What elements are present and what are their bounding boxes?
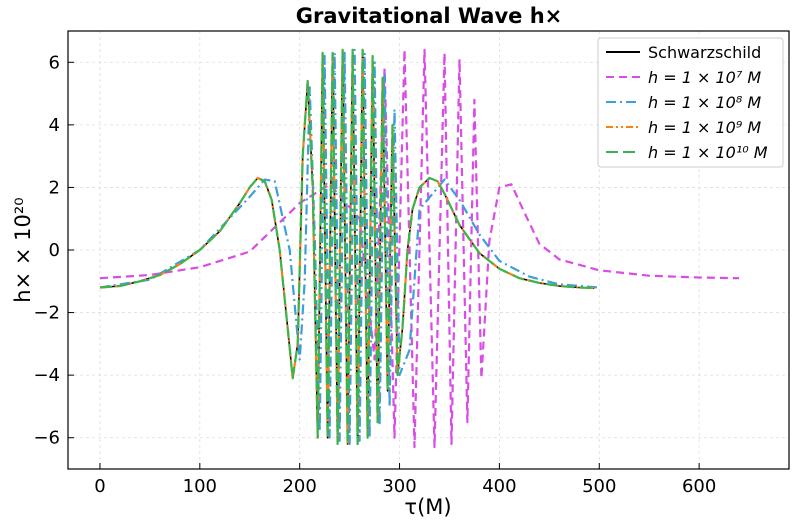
- x-tick-label: 300: [382, 476, 416, 497]
- y-tick-label: −4: [33, 365, 60, 386]
- chart-title: Gravitational Wave h×: [296, 4, 563, 28]
- legend-box: [597, 37, 784, 168]
- x-tick-label: 400: [482, 476, 516, 497]
- y-tick-label: 2: [49, 177, 60, 198]
- x-axis-label: τ(M): [404, 495, 451, 519]
- x-tick-label: 600: [682, 476, 716, 497]
- y-tick-label: −6: [33, 428, 60, 449]
- y-tick-label: 6: [49, 52, 60, 73]
- legend-label-5: h = 1 × 10¹⁰ M: [648, 143, 768, 162]
- y-axis-label: h× × 10²⁰: [11, 197, 35, 302]
- x-tick-label: 0: [94, 476, 105, 497]
- legend-label-2: h = 1 × 10⁷ M: [648, 68, 761, 87]
- y-tick-label: 4: [49, 115, 60, 136]
- legend-label-1: Schwarzschild: [648, 43, 761, 62]
- series-layer: [99, 48, 740, 449]
- series-line-3: [99, 48, 600, 446]
- legend-label-3: h = 1 × 10⁸ M: [648, 93, 761, 112]
- ticks-layer: 0 100 200 300 400 500 600 −6 −4 −2 0 2 4 6: [33, 52, 716, 497]
- y-tick-label: 0: [49, 240, 60, 261]
- y-tick-label: −2: [33, 303, 60, 324]
- x-tick-label: 500: [582, 476, 616, 497]
- x-tick-label: 200: [282, 476, 316, 497]
- x-tick-label: 100: [183, 476, 217, 497]
- series-line-5: [99, 48, 595, 446]
- legend: Schwarzschild h = 1 × 10⁷ M h = 1 × 10⁸ M h…: [597, 37, 784, 168]
- legend-label-4: h = 1 × 10⁹ M: [648, 118, 761, 137]
